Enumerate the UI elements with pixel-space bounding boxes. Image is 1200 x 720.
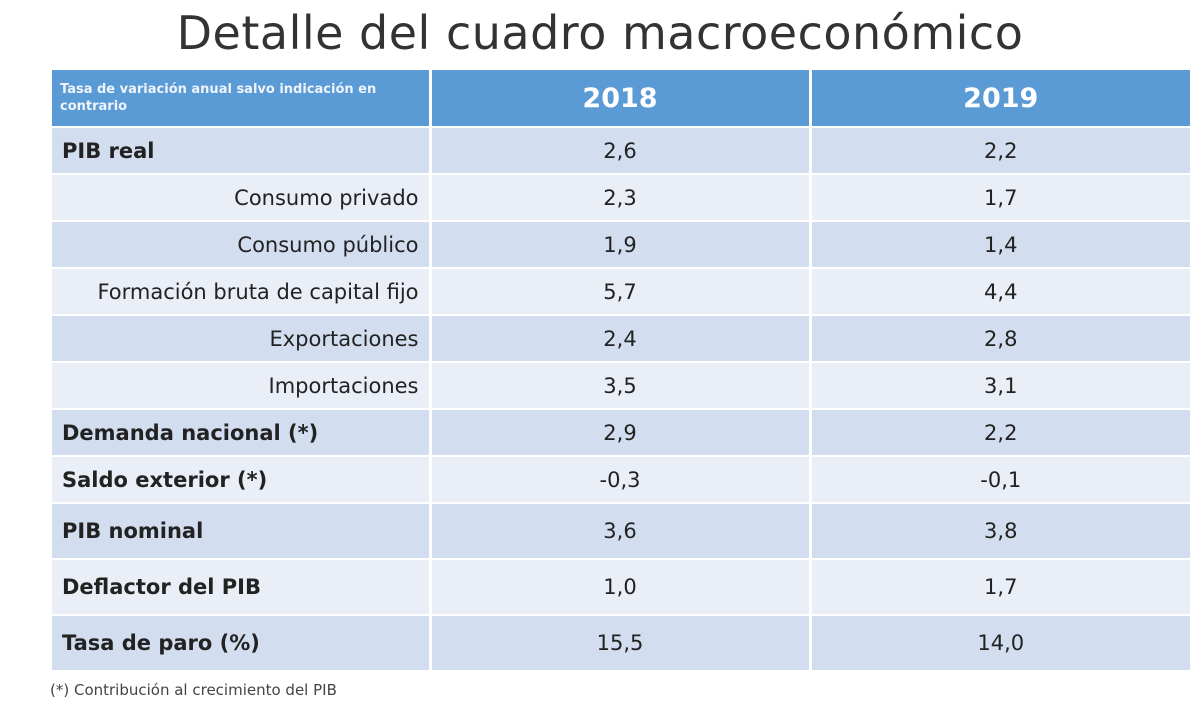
table-row: Exportaciones 2,4 2,8	[52, 315, 1190, 362]
value-2019: -0,1	[810, 456, 1190, 503]
value-2018: 1,0	[430, 559, 812, 615]
value-2019: 1,7	[810, 174, 1190, 221]
value-2019: 3,1	[810, 362, 1190, 409]
row-label: PIB real	[52, 127, 432, 174]
row-label: Importaciones	[52, 362, 432, 409]
row-label: Consumo privado	[52, 174, 432, 221]
value-2019: 3,8	[810, 503, 1190, 559]
value-2018: 5,7	[430, 268, 812, 315]
table-row: Saldo exterior (*) -0,3 -0,1	[52, 456, 1190, 503]
value-2018: 2,3	[430, 174, 812, 221]
table-row: Importaciones 3,5 3,1	[52, 362, 1190, 409]
value-2018: 2,9	[430, 409, 812, 456]
value-2019: 2,8	[810, 315, 1190, 362]
value-2019: 2,2	[810, 409, 1190, 456]
table-row: Demanda nacional (*) 2,9 2,2	[52, 409, 1190, 456]
table-row: Deflactor del PIB 1,0 1,7	[52, 559, 1190, 615]
row-label: Formación bruta de capital fijo	[52, 268, 432, 315]
value-2019: 4,4	[810, 268, 1190, 315]
table-row: PIB nominal 3,6 3,8	[52, 503, 1190, 559]
year-header-2019: 2019	[810, 70, 1190, 127]
value-2018: -0,3	[430, 456, 812, 503]
footnote: (*) Contribución al crecimiento del PIB	[50, 681, 337, 699]
page-title: Detalle del cuadro macroeconómico	[176, 6, 1024, 60]
table-row: PIB real 2,6 2,2	[52, 127, 1190, 174]
value-2018: 2,6	[430, 127, 812, 174]
value-2018: 3,6	[430, 503, 812, 559]
macro-table: Tasa de variación anual salvo indicación…	[52, 70, 1190, 672]
value-2018: 2,4	[430, 315, 812, 362]
row-label: Saldo exterior (*)	[52, 456, 432, 503]
table-header-row: Tasa de variación anual salvo indicación…	[52, 70, 1190, 127]
table-row: Consumo privado 2,3 1,7	[52, 174, 1190, 221]
table-row: Consumo público 1,9 1,4	[52, 221, 1190, 268]
year-header-2018: 2018	[430, 70, 812, 127]
row-label: Deflactor del PIB	[52, 559, 432, 615]
value-2018: 1,9	[430, 221, 812, 268]
table-row: Tasa de paro (%) 15,5 14,0	[52, 615, 1190, 671]
row-label: Consumo público	[52, 221, 432, 268]
value-2018: 15,5	[430, 615, 812, 671]
header-label: Tasa de variación anual salvo indicación…	[52, 70, 432, 127]
row-label: Demanda nacional (*)	[52, 409, 432, 456]
table-row: Formación bruta de capital fijo 5,7 4,4	[52, 268, 1190, 315]
value-2019: 1,4	[810, 221, 1190, 268]
row-label: PIB nominal	[52, 503, 432, 559]
row-label: Exportaciones	[52, 315, 432, 362]
value-2018: 3,5	[430, 362, 812, 409]
value-2019: 2,2	[810, 127, 1190, 174]
value-2019: 1,7	[810, 559, 1190, 615]
row-label: Tasa de paro (%)	[52, 615, 432, 671]
value-2019: 14,0	[810, 615, 1190, 671]
